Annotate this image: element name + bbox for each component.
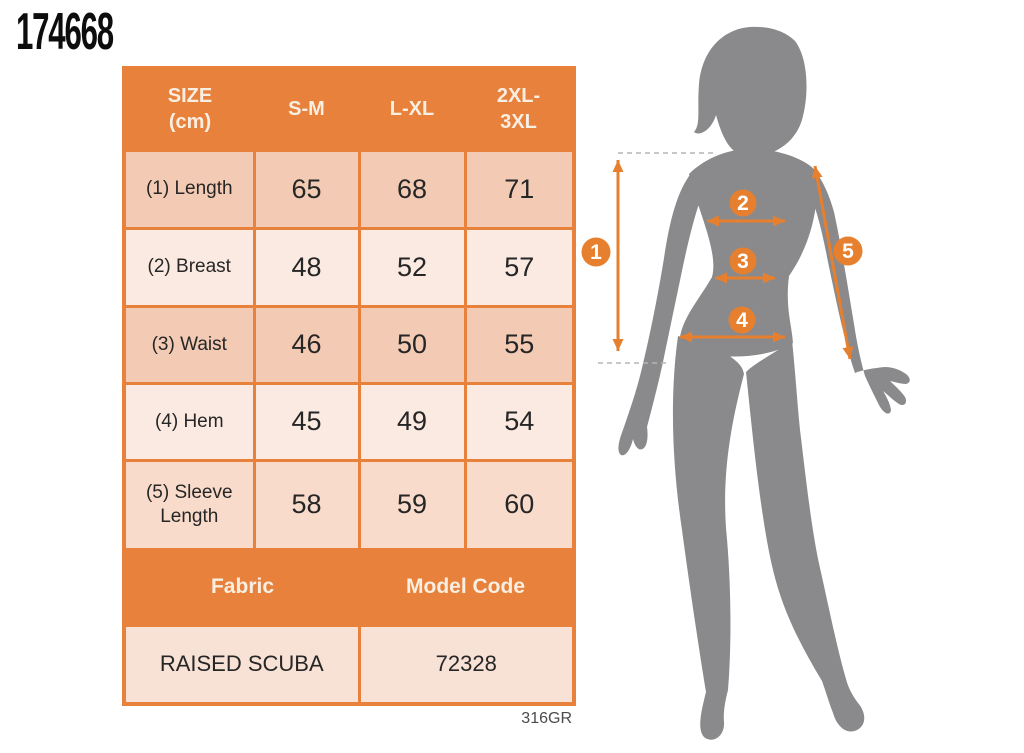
value-cell: 54	[463, 381, 576, 462]
header-cell-sm: S-M	[254, 68, 359, 150]
svg-text:2: 2	[737, 192, 749, 215]
marker-5: 5	[833, 236, 863, 266]
row-label: (3) Waist	[122, 304, 256, 385]
table-row: (4) Hem 45 49 54	[122, 381, 576, 462]
value-cell: 45	[252, 381, 361, 462]
measurement-diagram: 1 2 3 4 5	[581, 26, 910, 740]
table-footer-header-row: Fabric Model Code	[124, 549, 574, 625]
marker-1: 1	[581, 237, 611, 267]
table-row: (3) Waist 46 50 55	[122, 304, 576, 385]
sleeve-arrow	[811, 165, 854, 360]
svg-text:4: 4	[736, 309, 748, 332]
header-cell-size: SIZE (cm)	[124, 68, 254, 150]
value-cell: 55	[463, 304, 576, 385]
svg-text:3: 3	[737, 250, 749, 273]
header-cell-lxl: L-XL	[359, 68, 465, 150]
product-id: 174668	[16, 3, 114, 61]
row-label: (1) Length	[122, 148, 256, 230]
value-cell: 46	[252, 304, 361, 385]
row-label: (5) Sleeve Length	[122, 458, 256, 551]
header-cell-2xl3xl: 2XL-3XL	[465, 68, 574, 150]
value-cell: 59	[357, 458, 467, 551]
marker-4: 4	[728, 306, 756, 334]
marker-3: 3	[729, 247, 757, 275]
table-row: (5) Sleeve Length 58 59 60	[122, 458, 576, 551]
svg-text:1: 1	[590, 241, 602, 264]
table-footer-values-row: RAISED SCUBA 72328	[122, 623, 576, 706]
value-cell: 49	[357, 381, 467, 462]
value-cell: 58	[252, 458, 361, 551]
row-label: (2) Breast	[122, 226, 256, 308]
value-cell: 52	[357, 226, 467, 308]
marker-2: 2	[729, 189, 757, 217]
svg-text:5: 5	[842, 240, 854, 263]
fabric-header: Fabric	[124, 549, 359, 625]
table-header-row: SIZE (cm) S-M L-XL 2XL-3XL	[124, 68, 574, 150]
value-cell: 60	[463, 458, 576, 551]
value-cell: 57	[463, 226, 576, 308]
value-cell: 48	[252, 226, 361, 308]
weight-note: 316GR	[521, 710, 572, 727]
row-label: (4) Hem	[122, 381, 256, 462]
value-cell: 50	[357, 304, 467, 385]
value-cell: 68	[357, 148, 467, 230]
size-table: SIZE (cm) S-M L-XL 2XL-3XL (1) Length 65…	[122, 66, 576, 706]
value-cell: 65	[252, 148, 361, 230]
fabric-value: RAISED SCUBA	[122, 623, 361, 706]
woman-silhouette-icon	[618, 26, 910, 740]
table-row: (2) Breast 48 52 57	[122, 226, 576, 308]
value-cell: 71	[463, 148, 576, 230]
model-code-header: Model Code	[359, 549, 574, 625]
model-code-value: 72328	[357, 623, 576, 706]
table-row: (1) Length 65 68 71	[122, 148, 576, 230]
